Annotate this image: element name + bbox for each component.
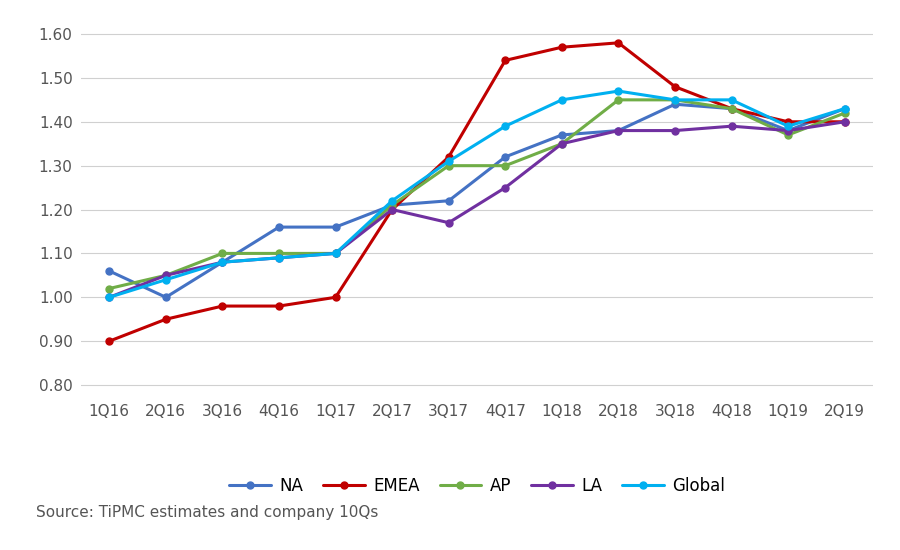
Global	[387, 197, 398, 204]
EMEA	[274, 302, 284, 309]
LA	[444, 219, 454, 226]
AP	[104, 285, 114, 292]
EMEA	[330, 294, 341, 301]
LA	[726, 123, 737, 129]
EMEA	[783, 118, 794, 125]
Global	[840, 106, 850, 112]
Global	[160, 277, 171, 283]
LA	[670, 127, 680, 134]
LA	[556, 140, 567, 147]
NA	[556, 131, 567, 138]
Global	[444, 158, 454, 164]
NA	[613, 127, 624, 134]
LA	[104, 294, 114, 301]
LA	[840, 118, 850, 125]
Line: AP: AP	[106, 96, 848, 292]
NA	[840, 106, 850, 112]
LA	[500, 184, 510, 191]
LA	[217, 259, 228, 266]
LA	[160, 272, 171, 279]
NA	[274, 224, 284, 230]
NA	[444, 197, 454, 204]
Global	[217, 259, 228, 266]
NA	[387, 202, 398, 208]
AP	[783, 131, 794, 138]
EMEA	[104, 338, 114, 344]
EMEA	[613, 40, 624, 46]
Text: Source: TiPMC estimates and company 10Qs: Source: TiPMC estimates and company 10Qs	[36, 505, 378, 520]
LA	[613, 127, 624, 134]
AP	[217, 250, 228, 257]
AP	[556, 140, 567, 147]
AP	[840, 109, 850, 116]
Line: LA: LA	[106, 118, 848, 301]
EMEA	[726, 106, 737, 112]
AP	[387, 202, 398, 208]
EMEA	[387, 206, 398, 213]
Global	[104, 294, 114, 301]
LA	[387, 206, 398, 213]
Global	[274, 255, 284, 261]
LA	[783, 127, 794, 134]
LA	[274, 255, 284, 261]
LA	[330, 250, 341, 257]
Line: NA: NA	[106, 101, 848, 301]
Global	[726, 97, 737, 103]
NA	[670, 101, 680, 108]
AP	[330, 250, 341, 257]
NA	[500, 153, 510, 160]
Global	[613, 88, 624, 95]
EMEA	[500, 57, 510, 64]
Global	[500, 123, 510, 129]
EMEA	[217, 302, 228, 309]
AP	[613, 97, 624, 103]
EMEA	[840, 118, 850, 125]
NA	[160, 294, 171, 301]
AP	[160, 272, 171, 279]
EMEA	[160, 316, 171, 322]
NA	[330, 224, 341, 230]
AP	[670, 97, 680, 103]
NA	[783, 127, 794, 134]
AP	[500, 162, 510, 169]
Global	[670, 97, 680, 103]
NA	[104, 268, 114, 274]
EMEA	[670, 84, 680, 90]
Global	[783, 123, 794, 129]
NA	[217, 259, 228, 266]
AP	[444, 162, 454, 169]
Line: EMEA: EMEA	[106, 40, 848, 345]
AP	[726, 106, 737, 112]
Global	[556, 97, 567, 103]
Global	[330, 250, 341, 257]
EMEA	[444, 153, 454, 160]
Line: Global: Global	[106, 87, 848, 301]
EMEA	[556, 44, 567, 51]
AP	[274, 250, 284, 257]
Legend: NA, EMEA, AP, LA, Global: NA, EMEA, AP, LA, Global	[222, 470, 732, 502]
NA	[726, 106, 737, 112]
